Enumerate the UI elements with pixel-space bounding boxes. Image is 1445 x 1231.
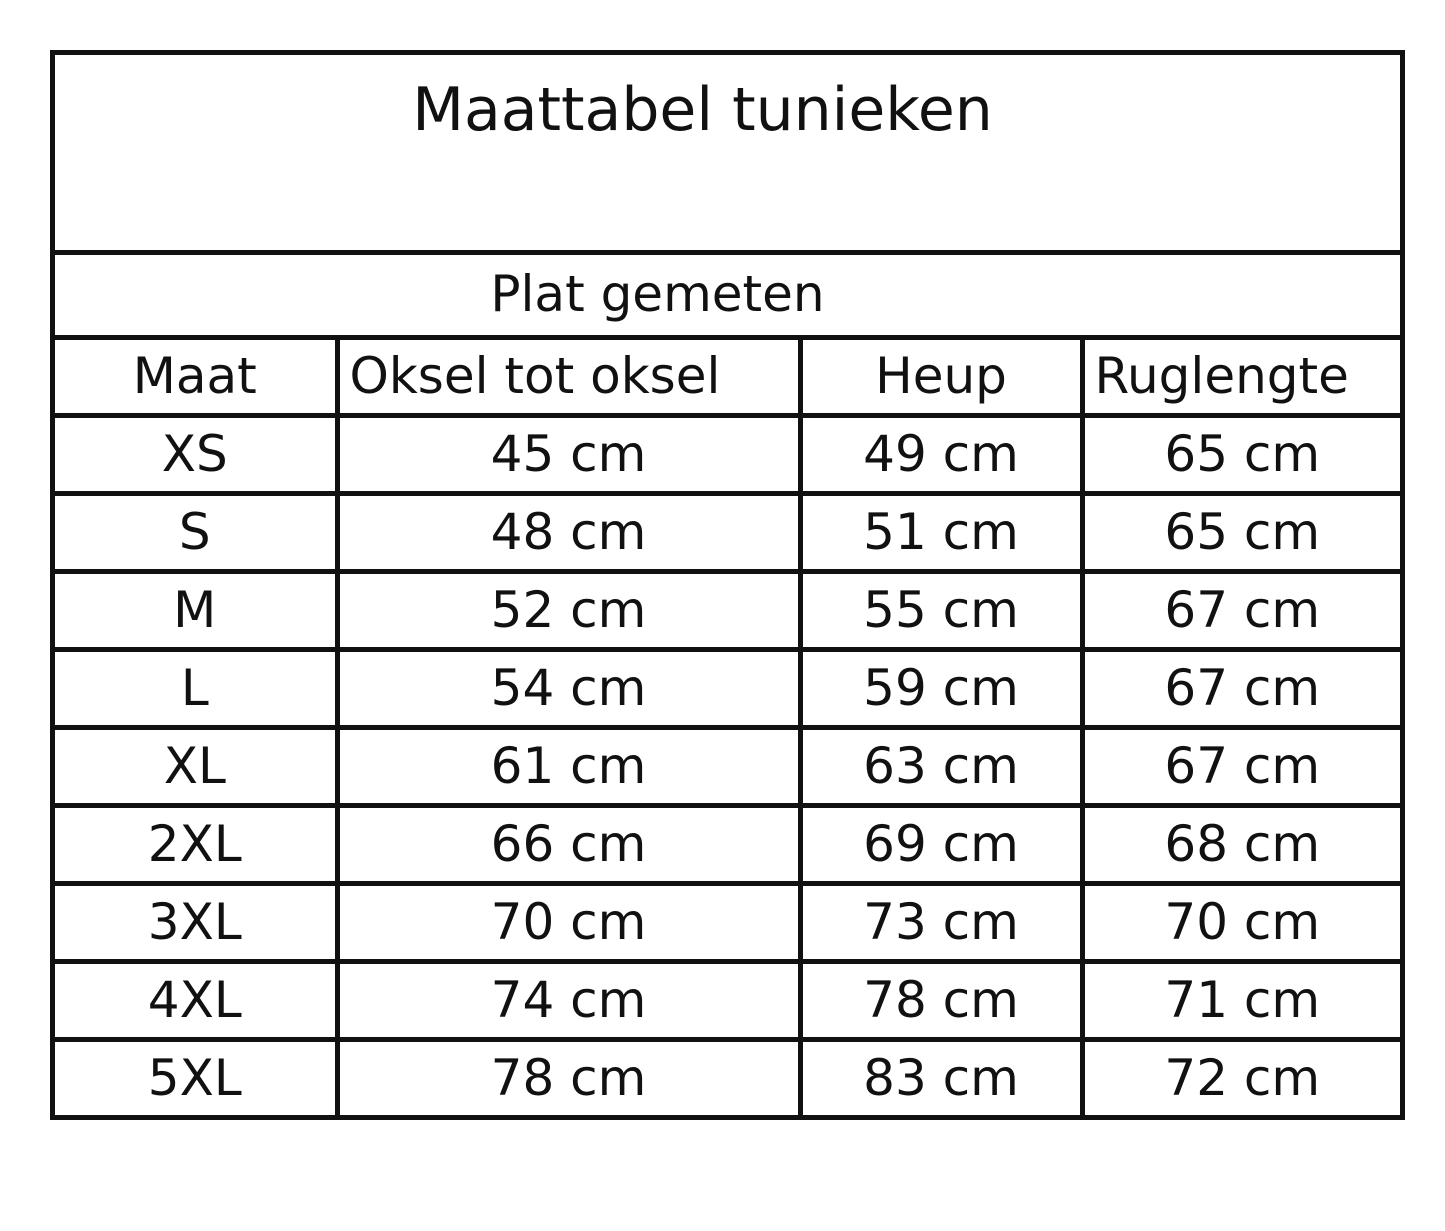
cell-maat: XL [55,725,340,808]
cell-heup: 83 cm [797,1037,1085,1115]
cell-maat: XS [55,413,340,496]
cell-ruglengte: 65 cm [1079,491,1400,574]
table-row: XL 61 cm 63 cm 67 cm [55,725,1400,808]
size-table: Maat Oksel tot oksel Heup Ruglengte XS 45… [55,340,1400,1115]
header-oksel: Oksel tot oksel [334,340,803,418]
cell-maat: 5XL [55,1037,340,1115]
table-title: Maattabel tunieken [412,75,993,145]
table-row: 3XL 70 cm 73 cm 70 cm [55,881,1400,964]
cell-ruglengte: 72 cm [1079,1037,1400,1115]
cell-heup: 78 cm [797,959,1085,1042]
cell-oksel: 45 cm [334,413,803,496]
cell-oksel: 78 cm [334,1037,803,1115]
header-maat: Maat [55,340,340,418]
cell-maat: M [55,569,340,652]
cell-maat: L [55,647,340,730]
cell-oksel: 52 cm [334,569,803,652]
cell-maat: 4XL [55,959,340,1042]
table-row: 2XL 66 cm 69 cm 68 cm [55,803,1400,886]
table-row: S 48 cm 51 cm 65 cm [55,491,1400,574]
header-row: Maat Oksel tot oksel Heup Ruglengte [55,340,1400,418]
cell-ruglengte: 67 cm [1079,647,1400,730]
cell-maat: S [55,491,340,574]
cell-oksel: 70 cm [334,881,803,964]
cell-heup: 51 cm [797,491,1085,574]
cell-maat: 2XL [55,803,340,886]
cell-heup: 49 cm [797,413,1085,496]
cell-heup: 55 cm [797,569,1085,652]
table-row: 5XL 78 cm 83 cm 72 cm [55,1037,1400,1115]
cell-ruglengte: 67 cm [1079,569,1400,652]
subtitle-row: Plat gemeten [55,255,1400,340]
table-row: XS 45 cm 49 cm 65 cm [55,413,1400,496]
table-row: M 52 cm 55 cm 67 cm [55,569,1400,652]
cell-ruglengte: 68 cm [1079,803,1400,886]
cell-maat: 3XL [55,881,340,964]
cell-ruglengte: 65 cm [1079,413,1400,496]
cell-heup: 63 cm [797,725,1085,808]
cell-heup: 73 cm [797,881,1085,964]
table-row: L 54 cm 59 cm 67 cm [55,647,1400,730]
cell-oksel: 54 cm [334,647,803,730]
header-heup: Heup [797,340,1085,418]
cell-ruglengte: 67 cm [1079,725,1400,808]
cell-oksel: 48 cm [334,491,803,574]
cell-oksel: 61 cm [334,725,803,808]
cell-ruglengte: 71 cm [1079,959,1400,1042]
cell-oksel: 74 cm [334,959,803,1042]
table-row: 4XL 74 cm 78 cm 71 cm [55,959,1400,1042]
cell-heup: 69 cm [797,803,1085,886]
cell-oksel: 66 cm [334,803,803,886]
size-chart-table: Maattabel tunieken Plat gemeten Maat Oks… [50,50,1405,1120]
table-subtitle: Plat gemeten [490,265,825,323]
cell-ruglengte: 70 cm [1079,881,1400,964]
header-ruglengte: Ruglengte [1079,340,1400,418]
cell-heup: 59 cm [797,647,1085,730]
title-row: Maattabel tunieken [55,55,1400,255]
